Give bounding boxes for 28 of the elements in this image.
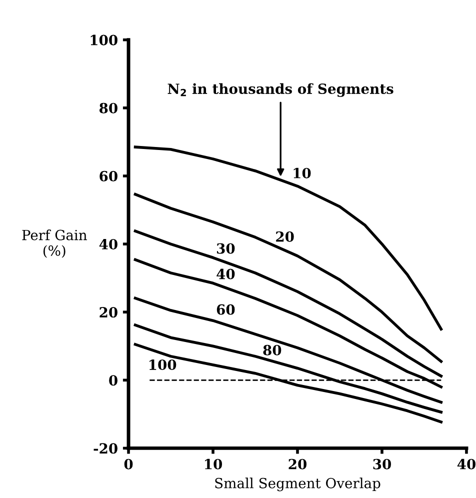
x-tick-label: 0: [124, 458, 133, 470]
line-series: [134, 343, 443, 424]
series-label: 80: [263, 344, 282, 356]
series-label: 30: [216, 243, 235, 254]
line-series: [134, 230, 443, 378]
y-tick-label: -20: [94, 443, 118, 454]
y-tick-label: 40: [99, 238, 118, 250]
series-label: 20: [276, 231, 294, 242]
y-tick-label: 60: [100, 170, 118, 182]
line-series: [134, 258, 443, 388]
series-label: 100: [150, 360, 176, 370]
x-axis-title: Small Segment Overlap: [215, 478, 380, 492]
series-label: 60: [216, 304, 235, 315]
line-series: [134, 296, 443, 404]
series-label: 40: [216, 268, 235, 280]
x-tick-label: 40: [457, 458, 476, 470]
y-axis-title: Perf Gain (%): [22, 230, 87, 258]
y-tick-label: 0: [109, 375, 118, 386]
line-series: [134, 146, 443, 330]
y-tick-label: 80: [99, 102, 118, 114]
y-tick-label: 100: [90, 34, 118, 46]
x-tick-label: 30: [373, 458, 392, 470]
annotation: N$_{2}$ in thousands of Segments: [168, 83, 394, 97]
legend-label: 10: [294, 168, 311, 178]
y-tick-label: 20: [100, 307, 118, 318]
x-tick-label: 20: [288, 458, 307, 470]
line-series: [134, 324, 443, 414]
x-tick-label: 10: [205, 458, 222, 470]
